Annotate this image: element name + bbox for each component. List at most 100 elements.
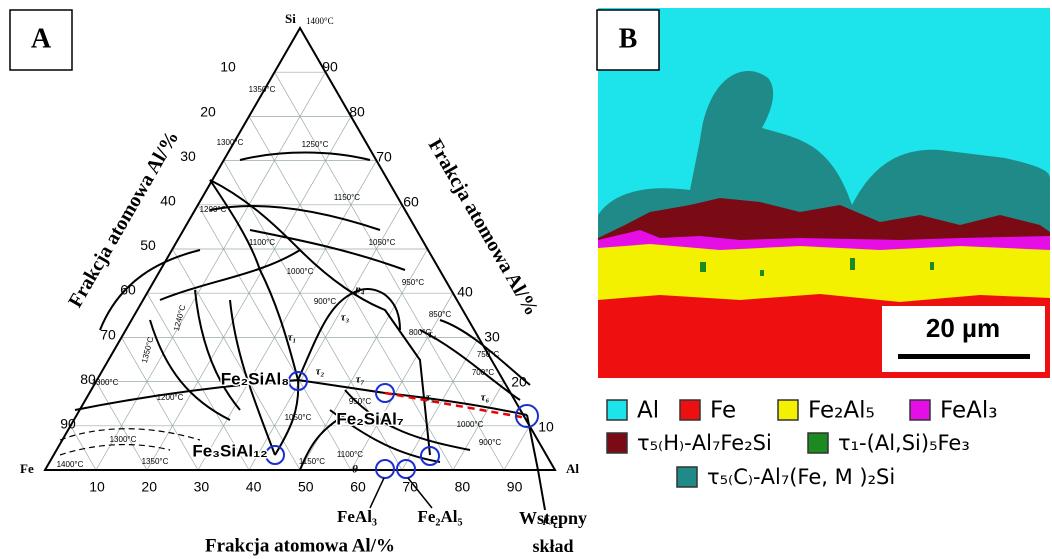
pointer-arrows [370,478,432,508]
vertex-label: Al [566,461,579,476]
right-tick-label: 20 [511,374,527,390]
panel-a: A Si 1400°C Fe Al Frakcja atomowa Al/% F… [10,10,587,556]
isotherm-label: 950°C [402,278,425,287]
phase-annotation: Fe₂Al₅ [417,507,462,526]
bottom-tick-label: 90 [507,479,523,495]
right-tick-label: 60 [403,194,419,210]
legend-swatch [778,400,798,420]
isotherm-label: 1000°C [457,420,484,429]
isotherm-label: 1350°C [249,85,276,94]
left-tick-label: 50 [140,237,156,253]
isotherm-label: 1300°C [217,138,244,147]
right-tick-label: 70 [376,149,392,165]
legend-swatch [910,400,930,420]
symbol-label: τ₁ [288,332,297,344]
left-tick-label: 90 [60,416,76,432]
panel-b: 20 µm B Al Fe Fe₂Al₅ FeAl₃ τ₅₍H₎-Al₇Fe₂Si τ₁-… [597,8,1050,489]
bottom-tick-label: 20 [141,479,157,495]
isotherm-label: 1250°C [302,140,329,149]
annotation: skład [532,536,573,556]
grid-line [122,337,199,470]
left-tick-label: 40 [160,193,176,209]
right-tick-label: 40 [457,284,473,300]
bottom-tick-label: 70 [402,479,418,495]
legend-label: Fe₂Al₅ [808,398,875,424]
isotherm-label: 1150°C [334,193,360,202]
right-tick-label: 90 [322,59,338,75]
isotherm-label: 1100°C [249,238,275,247]
bottom-tick-label: 10 [89,479,105,495]
scale-bar [898,354,1030,359]
isotherm-label: 1200°C [157,393,184,402]
symbol-label: τ₄ [428,329,437,341]
panel-label: A [31,23,52,54]
isotherm-label: 1000°C [287,267,314,276]
symbol-label: θ [352,464,358,476]
isotherm-label: 900°C [314,297,337,306]
isotherm-label: 850°C [429,310,452,319]
red-dashed-path [385,393,527,418]
isotherm-label: 1100°C [337,450,363,459]
right-tick-label: 30 [484,329,500,345]
bottom-tick-label: 50 [298,479,314,495]
left-tick-label: 20 [200,103,216,119]
right-tick-label: 80 [349,104,365,120]
bottom-tick-label: 30 [194,479,210,495]
legend-label: τ₅₍H₎-Al₇Fe₂Si [637,431,772,455]
symbol-label: τ₆ [481,392,490,404]
legend: Al Fe Fe₂Al₅ FeAl₃ τ₅₍H₎-Al₇Fe₂Si τ₁-(Al,Si)₅… [607,398,997,490]
isotherm-label: 1300°C [92,378,119,387]
legend-label: Al [637,398,659,424]
right-tick-label: 10 [538,419,554,435]
legend-label: FeAl₃ [940,398,997,424]
isotherm-label: 1200°C [200,205,227,214]
isotherm-label: 1050°C [369,238,396,247]
legend-swatch [607,400,627,420]
vertex-label: Fe [20,461,34,476]
isotherm-label: 1150°C [299,457,325,466]
isotherm-label: 1300°C [110,435,137,444]
axis-label: Frakcja atomowa Al/% [424,135,543,319]
phase-label: Fe₂SiAl₇ [336,409,403,428]
scale-label: 20 µm [926,313,1000,343]
isotherm-label: 950°C [349,397,372,406]
grid-line [173,249,301,470]
symbol-label: τ₃ [341,312,350,324]
legend-label: Fe [710,398,736,424]
vertex-temp: 1400°C [306,16,334,26]
annotation: Wstępny [519,508,587,528]
isotherm-label: 1350°C [142,457,169,466]
legend-swatch [808,433,828,453]
phase-annotation: FeAl₃ [337,507,377,526]
figure: A Si 1400°C Fe Al Frakcja atomowa Al/% F… [0,0,1052,559]
grid-line [504,426,530,470]
isotherm-label: 700°C [472,368,495,377]
axis-label: Frakcja atomowa Al/% [205,535,395,556]
isotherm-label: 1240°C [172,304,188,332]
isotherm-label: 1050°C [285,413,312,422]
legend-swatch [680,400,700,420]
phase-fe2al5 [598,244,1050,302]
isotherm-label: 1400°C [57,460,84,469]
isotherm-label: 1350°C [140,336,156,364]
legend-swatch [677,467,697,487]
symbol-label: τ₅ [426,392,435,404]
symbol-label: τ₇ [356,374,365,386]
isotherm-label: 900°C [479,438,502,447]
symbol-label: p₄ [354,284,365,296]
panel-label: B [619,23,638,54]
bottom-tick-label: 80 [455,479,471,495]
bottom-tick-label: 60 [350,479,366,495]
left-tick-label: 30 [180,148,196,164]
left-tick-label: 70 [100,326,116,342]
symbol-label: p₃ [542,514,553,526]
legend-label: τ₁-(Al,Si)₅Fe₃ [838,431,970,455]
bottom-tick-label: 40 [246,479,262,495]
vertex-label: Si [285,11,296,26]
left-tick-label: 60 [120,282,136,298]
phase-label: Fe₂SiAl₈ [221,369,289,388]
isotherm-label: 750°C [477,350,500,359]
symbol-label: τ₂ [316,366,325,378]
phase-label: Fe₃SiAl₁₂ [192,441,267,460]
